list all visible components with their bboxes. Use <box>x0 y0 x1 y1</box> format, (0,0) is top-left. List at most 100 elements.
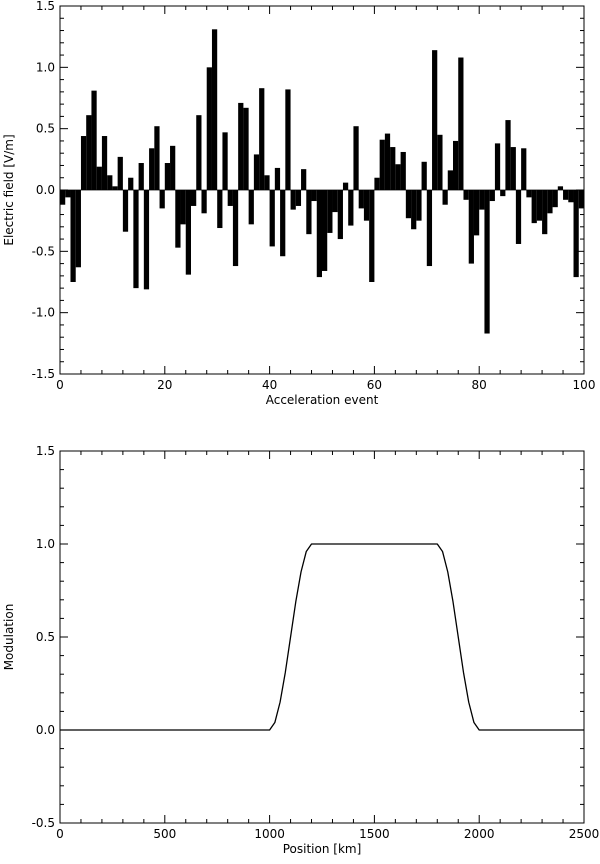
plot-frame <box>59 450 585 824</box>
bar <box>96 166 102 190</box>
bar <box>437 134 443 190</box>
bar <box>489 190 495 202</box>
bar <box>217 190 223 229</box>
bar <box>573 190 579 278</box>
bar <box>500 190 506 197</box>
y-tick-label: -1.0 <box>32 306 55 320</box>
bar <box>358 190 364 209</box>
bar <box>117 156 123 190</box>
bar <box>578 190 584 209</box>
y-tick-label: 0.5 <box>36 630 55 644</box>
x-tick-label: 0 <box>56 378 64 392</box>
bar <box>248 190 254 225</box>
y-axis-label: Modulation <box>2 604 16 671</box>
bar <box>353 126 359 190</box>
bar <box>447 170 453 190</box>
bar <box>411 190 417 230</box>
bar <box>342 182 349 190</box>
bar <box>211 29 218 190</box>
bar <box>253 154 260 190</box>
bar <box>531 190 537 224</box>
bar <box>327 190 333 233</box>
bar <box>149 148 155 190</box>
bar <box>70 190 76 282</box>
series-line <box>60 543 584 731</box>
bar <box>185 190 191 275</box>
bar <box>374 177 380 190</box>
bar <box>138 163 144 190</box>
line-series <box>60 543 584 731</box>
bar <box>285 89 291 190</box>
bar <box>306 190 312 235</box>
bar <box>363 190 370 221</box>
bar <box>269 190 275 247</box>
bar <box>227 190 233 206</box>
bar <box>458 57 464 190</box>
bar <box>133 190 139 289</box>
bar <box>154 126 160 190</box>
bar <box>75 190 81 268</box>
axes: 0 500 1000 1500 2000 2500 -0.5 0.0 0.5 1.0 1.5 <box>32 444 600 841</box>
bar <box>494 143 501 190</box>
y-tick-label: 0.0 <box>36 183 55 197</box>
bar-series <box>60 29 584 334</box>
bar <box>196 115 202 190</box>
y-axis-label: Electric field [V/m] <box>2 134 16 245</box>
bar <box>80 136 87 190</box>
y-tick-label: -0.5 <box>32 816 55 830</box>
bar <box>526 190 532 198</box>
bar <box>568 190 574 203</box>
y-tick-label: 0.5 <box>36 122 55 136</box>
x-tick-label: 1500 <box>359 827 390 841</box>
y-tick-label: -0.5 <box>32 244 55 258</box>
axes: 0 20 40 60 80 100 -1.5 -1.0 -0.5 0.0 0.5 1.0 1.5 <box>32 0 596 392</box>
bar <box>86 115 92 190</box>
bar <box>322 190 328 271</box>
electric-field-panel: 0 20 40 60 80 100 -1.5 -1.0 -0.5 0.0 0.5 1.0 1.5 Acc… <box>2 0 595 407</box>
bar <box>432 50 438 190</box>
bar <box>243 107 249 190</box>
x-tick-label: 100 <box>573 378 596 392</box>
bar <box>180 190 186 225</box>
bar <box>416 190 422 221</box>
bar <box>563 190 569 200</box>
bar <box>395 164 401 190</box>
x-tick-label: 80 <box>472 378 487 392</box>
bar <box>65 190 71 198</box>
bar <box>60 190 66 205</box>
bar <box>473 190 480 236</box>
bar <box>510 147 516 190</box>
bar <box>201 190 207 214</box>
bar <box>164 163 171 190</box>
bar <box>536 190 543 221</box>
bar <box>295 190 302 206</box>
bar <box>101 136 108 190</box>
y-tick-label: 0.0 <box>36 723 55 737</box>
bar <box>301 169 307 190</box>
x-tick-label: 0 <box>56 827 64 841</box>
bar <box>232 190 239 267</box>
bar <box>479 190 485 210</box>
bar <box>290 190 296 210</box>
bar <box>175 190 181 248</box>
y-tick-label: 1.0 <box>36 60 55 74</box>
bar <box>259 88 265 190</box>
x-tick-label: 20 <box>157 378 172 392</box>
bar <box>552 190 558 208</box>
x-axis-label: Position [km] <box>283 842 362 856</box>
x-tick-label: 500 <box>153 827 176 841</box>
modulation-panel: 0 500 1000 1500 2000 2500 -0.5 0.0 0.5 1.0 1.5 Pos… <box>2 444 599 856</box>
bar <box>222 132 228 190</box>
bar <box>400 151 406 190</box>
x-axis-label: Acceleration event <box>266 393 379 407</box>
x-tick-label: 40 <box>262 378 277 392</box>
bar <box>143 190 150 290</box>
bar <box>484 190 490 334</box>
x-tick-label: 2500 <box>569 827 600 841</box>
x-tick-label: 60 <box>367 378 382 392</box>
y-tick-label: 1.0 <box>36 537 55 551</box>
bar <box>348 190 354 226</box>
bar <box>170 145 176 190</box>
bar <box>107 175 113 190</box>
